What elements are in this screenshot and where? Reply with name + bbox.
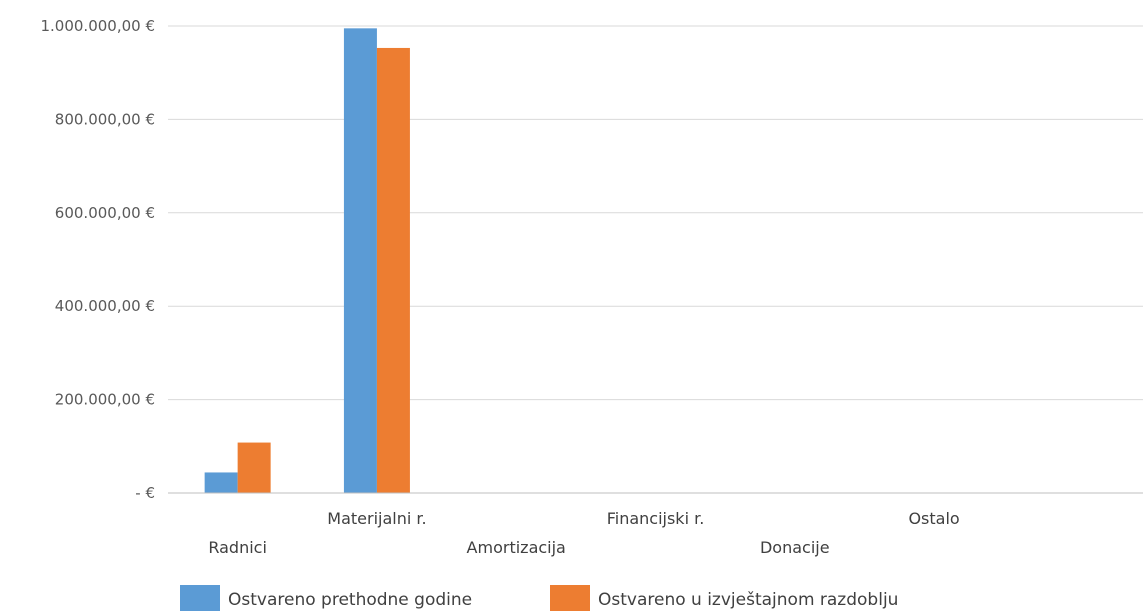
legend-label: Ostvareno u izvještajnom razdoblju [598, 590, 898, 610]
legend-swatch [180, 585, 220, 611]
x-category-label: Financijski r. [607, 509, 705, 528]
grid-lines [168, 25, 1143, 401]
y-axis-ticks: - € 200.000,00 € 400.000,00 € 600.000,00 € 8… [40, 17, 155, 502]
legend-label: Ostvareno prethodne godine [228, 590, 472, 610]
bar-prethodne-0 [204, 472, 238, 493]
y-tick-label: 800.000,00 € [55, 110, 155, 128]
legend: Ostvareno prethodne godine Ostvareno u iz… [180, 585, 898, 611]
x-category-label: Donacije [760, 538, 830, 557]
x-axis-categories: Radnici Materijalni r. Amortizacija Financi… [208, 509, 959, 557]
y-tick-label: 1.000.000,00 € [40, 17, 155, 35]
bars [204, 28, 410, 494]
bar-izvjestajnom-0 [237, 442, 271, 493]
x-category-label: Radnici [208, 538, 267, 557]
y-tick-label: - € [135, 484, 155, 502]
y-tick-label: 200.000,00 € [55, 391, 155, 409]
y-tick-label: 400.000,00 € [55, 297, 155, 315]
x-category-label: Amortizacija [467, 538, 566, 557]
x-category-label: Materijalni r. [327, 509, 426, 528]
bar-prethodne-1 [343, 28, 377, 494]
x-category-label: Ostalo [908, 509, 959, 528]
legend-swatch [550, 585, 590, 611]
bar-izvjestajnom-1 [376, 47, 410, 493]
y-tick-label: 600.000,00 € [55, 204, 155, 222]
